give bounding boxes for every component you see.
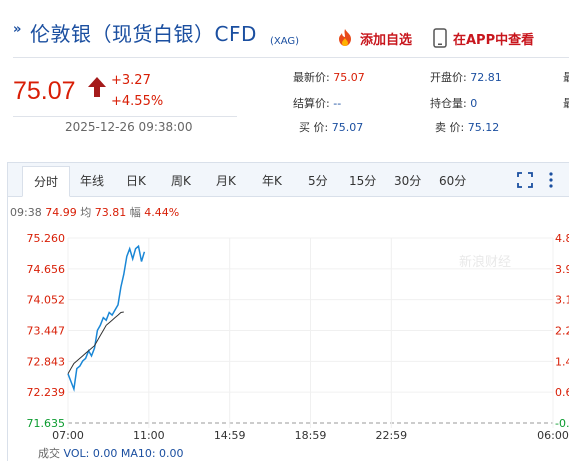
info-avg-label: 均 — [80, 206, 92, 219]
buy-price-row: 买 价: 75.07 — [299, 119, 363, 135]
average-line — [67, 311, 124, 375]
sell-price-value: 75.12 — [467, 121, 500, 134]
volume-key: VOL: — [63, 447, 90, 460]
pct-tick-label: -0.23% — [555, 417, 569, 430]
tab-weekly-k[interactable]: 周K — [171, 174, 191, 188]
open-interest-value: 0 — [470, 97, 478, 110]
open-price-label: 开盘价: — [430, 71, 467, 84]
info-avg: 73.81 — [94, 206, 127, 219]
sell-price-row: 卖 价: 75.12 — [435, 119, 499, 135]
pct-tick-label: 4.82% — [555, 232, 569, 245]
info-time: 09:38 — [10, 206, 42, 219]
double-chevron-icon: » — [13, 22, 22, 37]
add-favorite-label: 添加自选 — [360, 32, 413, 48]
open-interest-label: 持仓量: — [430, 97, 467, 110]
settle-price-row: 结算价: -- — [293, 95, 341, 111]
buy-price-value: 75.07 — [331, 121, 364, 134]
price-line — [67, 244, 146, 393]
volume-label: 成交 — [38, 447, 60, 460]
cut-off-label-1: 最 — [563, 71, 569, 84]
ma10-value: 0.00 — [159, 447, 184, 460]
y-tick-label: 72.239 — [27, 386, 66, 399]
tab-15min[interactable]: 15分 — [349, 174, 377, 188]
open-interest-row: 持仓量: 0 — [430, 95, 477, 111]
sell-price-label: 卖 价: — [435, 121, 465, 134]
open-price-row: 开盘价: 72.81 — [430, 69, 502, 85]
price-divider — [13, 116, 237, 117]
pct-tick-label: 0.61% — [555, 386, 569, 399]
title-bar: » 伦敦银（现货白银）CFD (XAG) 添加自选 在APP中查看 — [0, 0, 569, 58]
y-tick-label: 75.260 — [27, 232, 66, 245]
period-tab-bar: 分时 年线 日K 周K 月K 年K 5分 15分 30分 60分 — [8, 163, 569, 197]
x-tick-label: 11:00 — [133, 429, 165, 442]
tab-60min[interactable]: 60分 — [439, 174, 467, 188]
y-tick-label: 74.052 — [27, 294, 66, 307]
volume-info: 成交 VOL: 0.00 MA10: 0.00 — [38, 445, 184, 461]
price-change: +3.27 — [111, 73, 151, 88]
title-divider — [13, 57, 569, 58]
phone-icon — [433, 28, 447, 48]
quote-timestamp: 2025-12-26 09:38:00 — [65, 120, 193, 134]
open-price-value: 72.81 — [470, 71, 502, 84]
pct-tick-label: 3.14% — [555, 294, 569, 307]
arrow-up-icon — [88, 77, 106, 97]
y-tick-label: 71.635 — [27, 417, 66, 430]
latest-price-value: 75.07 — [333, 71, 365, 84]
fullscreen-icon[interactable] — [516, 171, 534, 189]
pct-tick-label: 3.98% — [555, 263, 569, 276]
add-favorite-button[interactable]: 添加自选 — [334, 28, 412, 48]
pct-tick-label: 2.29% — [555, 325, 569, 338]
tab-5min[interactable]: 5分 — [308, 174, 328, 188]
y-tick-label: 74.656 — [27, 263, 66, 276]
watermark-text: 新浪财经 — [459, 254, 511, 270]
pct-tick-label: 1.45% — [555, 355, 569, 368]
info-range: 4.44% — [144, 206, 180, 219]
settle-price-label: 结算价: — [293, 97, 330, 110]
x-tick-label: 07:00 — [52, 429, 84, 442]
y-tick-label: 72.843 — [27, 355, 66, 368]
tab-daily-k[interactable]: 日K — [126, 174, 146, 188]
chart-panel: 分时 年线 日K 周K 月K 年K 5分 15分 30分 60分 09:38 7… — [7, 162, 569, 461]
crosshair-info: 09:38 74.99 均 73.81 幅 4.44% — [10, 204, 179, 220]
x-tick-label: 22:59 — [375, 429, 407, 442]
x-tick-label: 18:59 — [295, 429, 327, 442]
settle-price-value: -- — [333, 97, 342, 110]
info-range-label: 幅 — [129, 206, 141, 219]
instrument-title: 伦敦银（现货白银）CFD — [30, 22, 257, 46]
buy-price-label: 买 价: — [299, 121, 329, 134]
tab-yearly-k[interactable]: 年K — [262, 174, 282, 188]
tab-intraday[interactable]: 分时 — [22, 166, 70, 197]
x-tick-label: 06:00 — [537, 429, 569, 442]
instrument-code: (XAG) — [270, 36, 300, 47]
last-price: 75.07 — [13, 77, 76, 105]
flame-icon — [339, 29, 351, 46]
tab-30min[interactable]: 30分 — [394, 174, 422, 188]
cut-off-label-2: 最 — [563, 97, 569, 110]
info-price: 74.99 — [45, 206, 77, 219]
price-change-percent: +4.55% — [111, 94, 164, 109]
x-tick-label: 14:59 — [214, 429, 246, 442]
latest-price-row: 最新价: 75.07 — [293, 69, 365, 85]
open-in-app-label: 在APP中查看 — [453, 32, 535, 48]
tab-monthly-k[interactable]: 月K — [216, 174, 236, 188]
intraday-chart[interactable]: 75.260 4.82% 74.656 3.98% 74.052 3.14% 73.447 2… — [8, 223, 569, 445]
tab-year-line[interactable]: 年线 — [80, 174, 105, 188]
more-options-icon[interactable] — [542, 171, 560, 189]
open-in-app-button[interactable]: 在APP中查看 — [433, 28, 534, 48]
y-tick-label: 73.447 — [27, 325, 66, 338]
ma10-key: MA10: — [120, 447, 156, 460]
volume-value: 0.00 — [92, 447, 118, 460]
latest-price-label: 最新价: — [293, 71, 330, 84]
